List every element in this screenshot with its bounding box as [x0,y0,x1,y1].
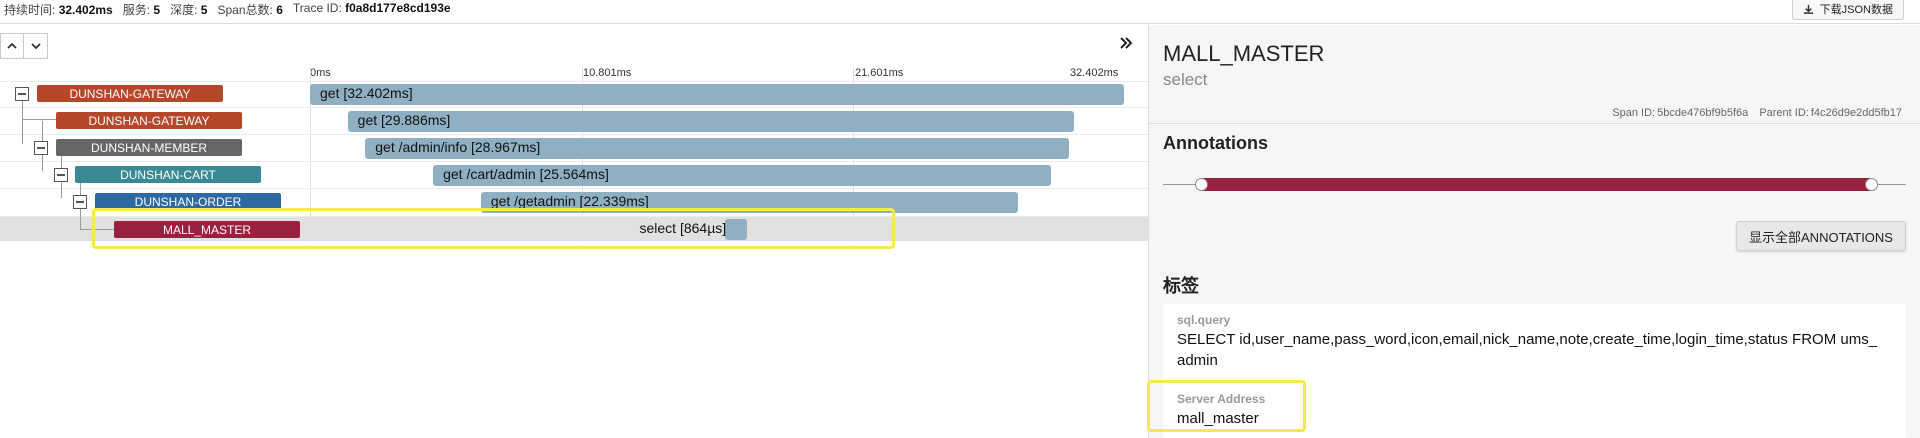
collapse-toggle[interactable] [34,141,48,155]
service-badge[interactable]: MALL_MASTER [114,221,300,238]
span-bar[interactable] [433,165,1052,186]
service-badge[interactable]: DUNSHAN-GATEWAY [56,112,242,129]
double-chevron-right-icon [1120,37,1133,49]
parent-id-label: Parent ID: [1759,107,1809,119]
duration-label: 持续时间: [4,3,56,17]
row-divider [0,188,1148,189]
prev-span-button[interactable] [0,33,24,59]
download-json-button[interactable]: 下载JSON数据 [1791,0,1904,20]
row-divider [0,134,1148,135]
tag-item: Server Address mall_master [1163,382,1906,438]
parent-id-value: f4c26d9e2dd5fb17 [1810,107,1902,119]
span-count-value: 6 [276,3,283,17]
tag-value: SELECT id,user_name,pass_word,icon,email… [1177,331,1878,369]
highlight-box-server-address [1147,380,1306,432]
annotations-title: Annotations [1163,133,1268,153]
collapse-toggle[interactable] [54,168,68,182]
detail-span-name: select [1163,70,1208,89]
detail-divider [1149,123,1920,124]
chevron-down-icon [30,43,41,50]
trace-id-value: f0a8d177e8cd193e [345,1,451,15]
time-axis: 0ms 10.801ms 21.601ms 32.402ms [310,67,1124,81]
annotation-end-handle[interactable] [1865,178,1878,191]
services-value: 5 [153,3,161,17]
row-divider [0,107,1148,108]
tick-gridline [310,67,311,242]
detail-service-name: MALL_MASTER [1163,41,1325,66]
annotation-start-handle[interactable] [1195,178,1208,191]
collapse-toggle[interactable] [15,87,29,101]
span-bar[interactable] [480,192,1019,213]
service-badge[interactable]: DUNSHAN-CART [75,166,261,183]
tick-label: 0ms [310,67,331,79]
span-id-value: 5bcde476bf9b5f6a [1657,107,1749,119]
span-bar[interactable] [310,84,1124,105]
span-nav [0,33,48,59]
show-all-annotations-button[interactable]: 显示全部ANNOTATIONS [1736,221,1906,251]
row-divider [0,216,1148,217]
trace-id-label: Trace ID: [292,1,342,15]
services-label: 服务: [122,3,151,17]
service-badge[interactable]: DUNSHAN-GATEWAY [37,85,223,102]
timeline-pane: 0ms 10.801ms 21.601ms 32.402ms DUNSHAN-G… [0,25,1148,438]
next-span-button[interactable] [24,33,48,59]
span-bar[interactable] [365,138,1069,159]
tree-line [22,119,56,120]
collapse-detail-button[interactable] [1114,31,1138,55]
trace-meta: 持续时间: 32.402ms 服务: 5 深度: 5 Span总数: 6 Tra… [4,1,451,18]
tag-key: sql.query [1177,313,1231,327]
tags-title: 标签 [1163,276,1199,296]
trace-summary-bar: 持续时间: 32.402ms 服务: 5 深度: 5 Span总数: 6 Tra… [0,0,1920,24]
span-bar[interactable] [724,219,747,240]
tree-line [80,229,114,230]
span-count-label: Span总数: [217,3,273,17]
tag-key: Server Address [1177,392,1266,406]
depth-value: 5 [200,3,208,17]
service-badge[interactable]: DUNSHAN-ORDER [95,193,281,210]
depth-label: 深度: [170,3,198,17]
duration-value: 32.402ms [58,3,113,17]
row-divider [0,161,1148,162]
span-id-label: Span ID: [1612,107,1656,119]
chevron-up-icon [7,42,17,49]
tick-label: 32.402ms [1070,67,1119,79]
service-badge[interactable]: DUNSHAN-MEMBER [56,139,242,156]
span-detail-pane: MALL_MASTER select Span ID: 5bcde476bf9b5… [1147,25,1920,438]
span-ids: Span ID: 5bcde476bf9b5f6a Parent ID: f4c26… [1604,107,1902,119]
tick-label: 21.601ms [855,67,904,79]
highlight-box-selected-span [92,208,895,249]
span-bar[interactable] [347,111,1075,132]
annotation-range-bar [1201,178,1871,191]
download-json-label: 下载JSON数据 [1819,4,1893,16]
download-icon [1803,4,1813,14]
tick-label: 10.801ms [583,67,632,79]
row-divider [0,81,1148,82]
tag-value: mall_master [1177,410,1259,427]
collapse-toggle[interactable] [73,195,87,209]
